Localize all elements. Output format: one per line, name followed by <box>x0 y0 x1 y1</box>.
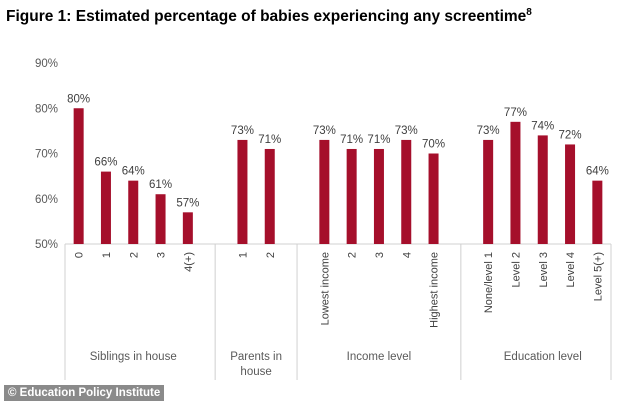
data-label: 64% <box>586 166 609 178</box>
x-tick-label: Highest income <box>429 252 441 328</box>
bar <box>319 139 330 244</box>
bar <box>237 139 248 244</box>
x-tick-label: 2 <box>128 252 140 258</box>
x-tick-label: 0 <box>74 252 86 258</box>
bar <box>510 121 521 244</box>
y-tick-label: 50% <box>35 239 58 251</box>
data-label: 71% <box>367 134 390 146</box>
data-label: 71% <box>340 134 363 146</box>
x-tick-label: Lowest income <box>319 252 331 325</box>
data-label: 73% <box>477 125 500 137</box>
data-label: 64% <box>122 166 145 178</box>
bar <box>182 212 193 244</box>
x-tick-label: 2 <box>265 252 277 258</box>
x-tick-label: 1 <box>101 252 113 258</box>
bar <box>100 171 111 244</box>
data-label: 73% <box>395 125 418 137</box>
bar <box>346 148 357 244</box>
data-label: 74% <box>531 120 554 132</box>
bar <box>483 139 494 244</box>
data-label: 70% <box>422 139 445 151</box>
footnote-marker: 8 <box>526 7 532 18</box>
group-label: Parents in house <box>230 351 282 378</box>
data-label: 71% <box>258 134 281 146</box>
bar <box>373 148 384 244</box>
data-label: 73% <box>231 125 254 137</box>
data-label: 77% <box>504 107 527 119</box>
x-tick-label: 1 <box>237 252 249 258</box>
data-label: 73% <box>313 125 336 137</box>
bar <box>128 180 139 244</box>
data-label: 57% <box>176 197 199 209</box>
bar <box>264 148 275 244</box>
data-label: 80% <box>67 93 90 105</box>
bar <box>401 139 412 244</box>
group-label: Education level <box>504 351 582 363</box>
bar <box>592 180 603 244</box>
group-label: Siblings in house <box>90 351 177 363</box>
y-tick-label: 60% <box>35 194 58 206</box>
x-tick-label: 3 <box>156 252 168 258</box>
copyright-credit: © Education Policy Institute <box>4 385 165 401</box>
data-label: 66% <box>94 157 117 169</box>
x-tick-label: None/level 1 <box>483 252 495 313</box>
x-tick-label: 3 <box>374 252 386 258</box>
bar <box>155 194 166 244</box>
bar <box>428 153 439 244</box>
y-tick-label: 70% <box>35 149 58 161</box>
y-tick-label: 80% <box>35 103 58 115</box>
bar <box>565 144 576 244</box>
x-tick-label: 4 <box>401 252 413 258</box>
x-tick-label: Level 2 <box>510 252 522 287</box>
data-label: 61% <box>149 179 172 191</box>
bar <box>537 135 548 244</box>
data-label: 72% <box>559 129 582 141</box>
y-tick-label: 90% <box>35 58 58 70</box>
x-tick-label: Level 3 <box>538 252 550 287</box>
chart-title: Figure 1: Estimated percentage of babies… <box>6 7 532 26</box>
x-tick-label: Level 4 <box>565 252 577 287</box>
x-tick-label: Level 5(+) <box>592 252 604 301</box>
x-tick-label: 4(+) <box>183 252 195 272</box>
x-tick-label: 2 <box>347 252 359 258</box>
chart-title-text: Figure 1: Estimated percentage of babies… <box>6 8 527 26</box>
group-label: Income level <box>347 351 412 363</box>
bar <box>73 108 84 244</box>
